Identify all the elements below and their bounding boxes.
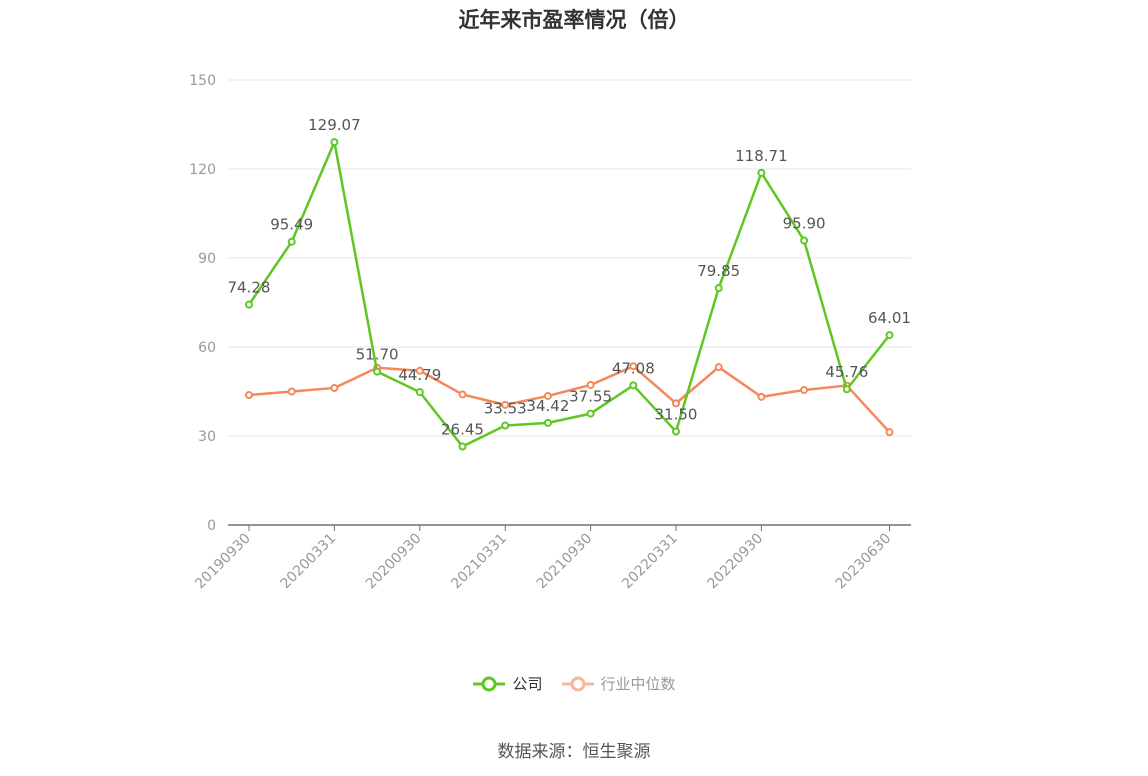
company-data-label: 129.07 (308, 116, 361, 134)
chart-title: 近年来市盈率情况（倍） (458, 8, 690, 32)
company-point[interactable] (842, 385, 851, 394)
company-series-line (247, 140, 891, 448)
legend-item-industry-median[interactable]: 行业中位数 (561, 673, 676, 694)
industry-point[interactable] (501, 400, 510, 409)
company-data-label: 64.01 (868, 309, 911, 327)
company-point[interactable] (245, 300, 253, 309)
x-axis: 20190930 20200331 20200930 20210331 20210930… (192, 524, 911, 593)
industry-point[interactable] (543, 391, 552, 400)
x-tick-label: 20190930 (192, 531, 254, 593)
company-point[interactable] (757, 168, 766, 177)
company-point[interactable] (586, 409, 595, 418)
company-data-label: 79.85 (697, 262, 740, 280)
company-data-label: 44.79 (398, 366, 441, 384)
y-tick-label: 90 (198, 251, 216, 267)
company-data-label: 47.08 (612, 359, 655, 377)
x-tick-label: 20200930 (363, 531, 425, 593)
industry-point[interactable] (757, 392, 766, 401)
grid-lines (228, 79, 911, 437)
legend-company-label: 公司 (512, 675, 543, 693)
company-data-label: 26.45 (441, 421, 484, 439)
company-point[interactable] (672, 427, 680, 436)
company-point[interactable] (714, 284, 723, 293)
company-point[interactable] (800, 236, 809, 245)
y-tick-label: 60 (198, 340, 216, 356)
company-point[interactable] (415, 388, 424, 397)
company-data-label: 45.76 (825, 363, 868, 381)
company-point[interactable] (629, 381, 638, 390)
industry-point[interactable] (586, 380, 595, 389)
y-tick-label: 30 (198, 429, 216, 445)
x-tick-label: 20220331 (619, 531, 681, 593)
industry-point[interactable] (245, 391, 253, 400)
company-point[interactable] (287, 237, 296, 246)
x-tick-label: 20230630 (833, 531, 895, 593)
y-axis-ticks: 0 30 60 90 120 150 (189, 73, 216, 534)
industry-point[interactable] (800, 386, 809, 395)
y-tick-label: 120 (189, 162, 216, 178)
company-point[interactable] (373, 367, 382, 376)
company-data-label: 31.50 (655, 406, 698, 424)
x-tick-label: 20210331 (448, 531, 510, 593)
y-tick-label: 150 (189, 73, 216, 89)
industry-point[interactable] (629, 362, 638, 371)
industry-point[interactable] (672, 399, 680, 408)
legend-industry-label: 行业中位数 (600, 675, 676, 693)
company-point[interactable] (885, 331, 894, 340)
industry-point[interactable] (714, 363, 723, 372)
company-data-label: 95.49 (270, 216, 313, 234)
x-tick-label: 20200331 (278, 531, 340, 593)
legend-industry-icon (561, 676, 594, 691)
company-data-label: 37.55 (569, 388, 612, 406)
company-data-label: 33.53 (484, 400, 527, 418)
company-point[interactable] (330, 138, 339, 147)
data-source: 数据来源：恒生聚源 (497, 742, 651, 762)
industry-point[interactable] (415, 366, 424, 375)
series-layer (245, 138, 894, 451)
company-data-label: 74.28 (228, 279, 271, 297)
legend: 公司 行业中位数 (0, 673, 1148, 694)
y-tick-label: 0 (207, 518, 216, 534)
industry-point[interactable] (287, 387, 296, 396)
industry-point[interactable] (458, 390, 467, 399)
company-point[interactable] (458, 442, 467, 451)
legend-item-company[interactable]: 公司 (472, 673, 543, 694)
company-data-label: 118.71 (735, 147, 788, 165)
industry-point[interactable] (885, 428, 894, 437)
industry-series-line (248, 365, 891, 433)
company-point[interactable] (501, 421, 510, 430)
legend-company-icon (473, 676, 506, 691)
company-data-label: 95.90 (783, 214, 826, 232)
x-tick-label: 20210930 (534, 531, 596, 593)
company-data-label: 34.42 (526, 397, 569, 415)
company-data-label: 51.70 (356, 346, 399, 364)
company-point[interactable] (543, 418, 552, 427)
x-tick-label: 20220930 (705, 531, 767, 593)
industry-point[interactable] (330, 383, 339, 392)
